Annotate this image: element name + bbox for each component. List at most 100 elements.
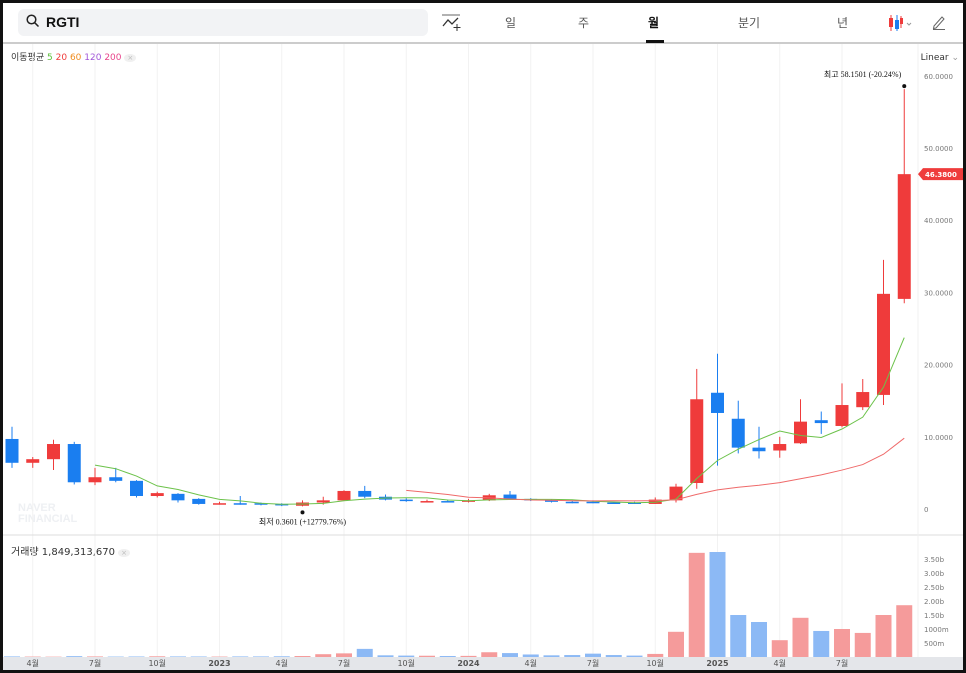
- volume-tick-label: 2.50b: [924, 584, 945, 592]
- candle-body: [109, 477, 123, 481]
- volume-bar: [170, 656, 186, 657]
- x-tick-label: 4월: [27, 658, 39, 668]
- volume-bar: [813, 630, 830, 657]
- volume-value: 1,849,313,670: [41, 547, 115, 558]
- volume-bar: [481, 652, 498, 657]
- candle-body: [565, 501, 579, 504]
- volume-tick-label: 2.00b: [924, 598, 945, 606]
- candle: [47, 439, 60, 471]
- y-tick-label: 40.0000: [924, 217, 953, 225]
- volume-bar: [190, 656, 207, 657]
- candle: [897, 89, 911, 304]
- tab-quarter[interactable]: 분기: [738, 16, 761, 30]
- moving-average-legend: 이동평균 5 20 60 120 200 ×: [11, 50, 137, 63]
- volume-tick-label: 1000m: [924, 626, 949, 634]
- y-tick-label: 60.0000: [924, 73, 953, 81]
- candle: [794, 399, 807, 445]
- candle: [835, 383, 849, 428]
- volume-bar: [315, 654, 332, 657]
- candle: [192, 498, 206, 505]
- volume-bar: [87, 656, 103, 657]
- y-tick-label: 50.0000: [924, 145, 953, 153]
- close-ma-icon[interactable]: ×: [124, 54, 137, 62]
- candle-body: [150, 493, 164, 497]
- ma-label: 이동평균: [11, 53, 45, 63]
- price-chart[interactable]: 0 10.0000 20.0000 30.0000 40.0000 50.0000 60.0…: [3, 44, 963, 670]
- x-tick-label: 7월: [836, 658, 848, 668]
- candle-type-icon[interactable]: [887, 14, 913, 32]
- candle: [5, 426, 19, 468]
- x-tick-label: 10월: [646, 658, 664, 668]
- volume-bar: [522, 654, 539, 657]
- candle-body: [731, 418, 745, 448]
- tab-month[interactable]: 월: [648, 16, 660, 30]
- candle-body: [254, 503, 268, 505]
- volume-bar: [647, 653, 664, 657]
- x-tick-label: 7월: [338, 658, 350, 668]
- volume-bar: [605, 655, 622, 657]
- volume-bar: [439, 656, 456, 657]
- volume-tick-label: 1.50b: [924, 612, 945, 620]
- x-tick-label: 7월: [89, 658, 101, 668]
- volume-tick-label: 500m: [924, 640, 944, 648]
- volume-bar: [771, 640, 788, 657]
- volume-bar: [4, 656, 20, 657]
- candle: [109, 467, 123, 483]
- candle-body: [773, 444, 787, 451]
- volume-bar: [730, 615, 747, 657]
- close-volume-icon[interactable]: ×: [118, 549, 131, 557]
- high-marker: [902, 84, 907, 89]
- draw-pencil-icon[interactable]: [932, 14, 946, 30]
- y-tick-label: 10.0000: [924, 434, 953, 442]
- volume-bar: [792, 617, 809, 657]
- tab-day[interactable]: 일: [505, 16, 517, 30]
- volume-bar: [751, 622, 767, 657]
- tab-year[interactable]: 년: [837, 16, 849, 30]
- x-tick-label: 4월: [276, 658, 288, 668]
- candle-body: [877, 293, 890, 395]
- volume-bar: [253, 656, 269, 657]
- volume-bar: [128, 656, 145, 657]
- volume-legend: 거래량 1,849,313,670 ×: [11, 543, 131, 558]
- volume-bar: [709, 552, 726, 657]
- candle-body: [752, 447, 766, 452]
- volume-bar: [585, 653, 601, 657]
- ma-5: 5: [47, 53, 53, 63]
- candle-body: [171, 493, 185, 501]
- ma20-line: [406, 437, 905, 502]
- ma-200: 200: [104, 53, 122, 63]
- ma5-line: [94, 337, 905, 505]
- candle-body: [88, 477, 102, 483]
- candle-body: [399, 499, 413, 502]
- candle-body: [67, 444, 81, 483]
- candle: [26, 457, 40, 468]
- low-marker: [300, 510, 305, 515]
- x-tick-label: 2024: [457, 659, 480, 668]
- candle: [213, 501, 226, 505]
- y-tick-label: 20.0000: [924, 362, 953, 370]
- candle-body: [5, 438, 19, 463]
- scale-selector[interactable]: Linear ⌄: [921, 53, 959, 63]
- candle-body: [358, 490, 372, 497]
- candle: [731, 400, 745, 454]
- x-tick-label: 7월: [587, 658, 599, 668]
- tab-week[interactable]: 주: [578, 16, 590, 30]
- candle: [420, 499, 434, 503]
- current-price-tag: [918, 168, 963, 181]
- volume-bar: [875, 615, 892, 657]
- volume-bar: [377, 655, 394, 657]
- add-indicator-icon[interactable]: [442, 14, 462, 32]
- candle-body: [690, 399, 704, 484]
- volume-bar: [896, 605, 913, 657]
- chevron-down-icon: ⌄: [951, 53, 959, 63]
- candle: [711, 353, 724, 466]
- candle: [690, 368, 704, 489]
- search-input[interactable]: RGTI: [18, 9, 428, 36]
- candle-body: [213, 503, 226, 505]
- candle-body: [794, 421, 807, 444]
- candle: [233, 496, 247, 505]
- candle: [877, 259, 890, 406]
- candle: [150, 491, 164, 498]
- volume-bar: [834, 629, 850, 657]
- candle: [88, 467, 102, 486]
